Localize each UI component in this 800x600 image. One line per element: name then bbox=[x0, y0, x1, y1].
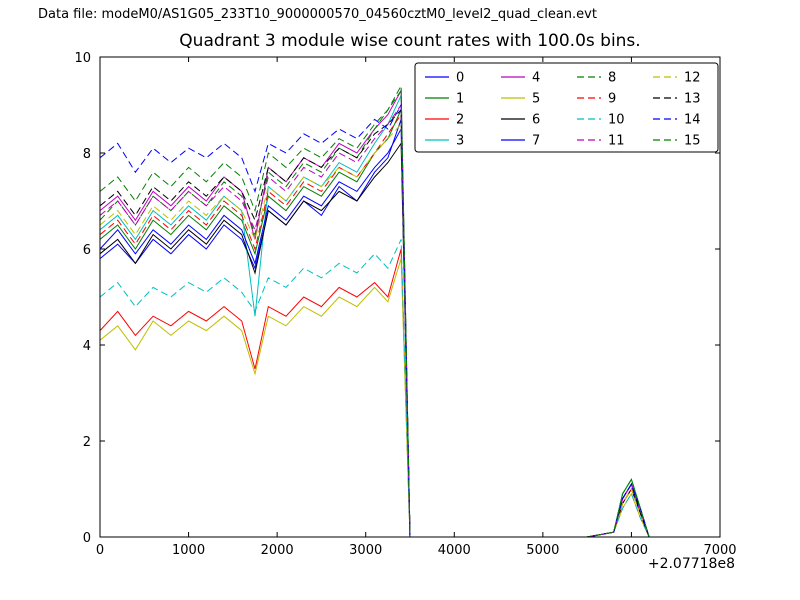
x-tick-label: 7000 bbox=[703, 543, 736, 558]
x-axis-offset-label: +2.07718e8 bbox=[647, 556, 735, 572]
y-tick-label: 4 bbox=[83, 339, 91, 354]
legend-label-1: 1 bbox=[456, 92, 464, 107]
data-file-label: Data file: modeM0/AS1G05_233T10_90000005… bbox=[38, 7, 597, 22]
x-tick-label: 6000 bbox=[615, 543, 648, 558]
series-line-15 bbox=[99, 89, 650, 538]
legend-label-11: 11 bbox=[608, 134, 625, 149]
series-line-2 bbox=[99, 248, 650, 538]
y-tick-label: 6 bbox=[83, 243, 91, 258]
legend-box bbox=[414, 62, 719, 153]
x-tick-label: 1000 bbox=[172, 543, 205, 558]
series-line-0 bbox=[99, 119, 650, 538]
series-line-5 bbox=[99, 258, 650, 538]
series-line-11 bbox=[99, 103, 650, 538]
legend-label-13: 13 bbox=[684, 92, 701, 107]
plot-title: Quadrant 3 module wise count rates with … bbox=[179, 31, 641, 51]
legend-label-7: 7 bbox=[532, 134, 540, 149]
legend-label-8: 8 bbox=[608, 71, 616, 86]
legend-label-14: 14 bbox=[684, 113, 701, 128]
legend-label-6: 6 bbox=[532, 113, 540, 128]
legend-label-3: 3 bbox=[456, 134, 464, 149]
series-line-6 bbox=[99, 141, 650, 538]
series-line-14 bbox=[99, 103, 650, 538]
series-line-4 bbox=[99, 88, 650, 538]
series-line-10 bbox=[99, 239, 650, 538]
legend-label-4: 4 bbox=[532, 71, 540, 86]
x-tick-label: 3000 bbox=[349, 543, 382, 558]
x-tick-label: 0 bbox=[96, 543, 104, 558]
x-tick-label: 2000 bbox=[261, 543, 294, 558]
legend-label-5: 5 bbox=[532, 92, 540, 107]
x-tick-label: 5000 bbox=[526, 543, 559, 558]
y-tick-label: 0 bbox=[83, 531, 91, 546]
series-line-7 bbox=[99, 127, 650, 538]
legend-label-10: 10 bbox=[608, 113, 625, 128]
legend-label-9: 9 bbox=[608, 92, 616, 107]
series-line-8 bbox=[99, 83, 650, 538]
series-line-12 bbox=[99, 122, 650, 538]
y-tick-label: 10 bbox=[74, 51, 91, 66]
legend-label-2: 2 bbox=[456, 113, 464, 128]
y-tick-label: 8 bbox=[83, 147, 91, 162]
legend-label-12: 12 bbox=[684, 71, 701, 86]
legend-label-0: 0 bbox=[456, 71, 464, 86]
x-tick-label: 4000 bbox=[438, 543, 471, 558]
legend-label-15: 15 bbox=[684, 134, 701, 149]
y-tick-label: 2 bbox=[83, 435, 91, 450]
axes-frame bbox=[99, 56, 721, 538]
